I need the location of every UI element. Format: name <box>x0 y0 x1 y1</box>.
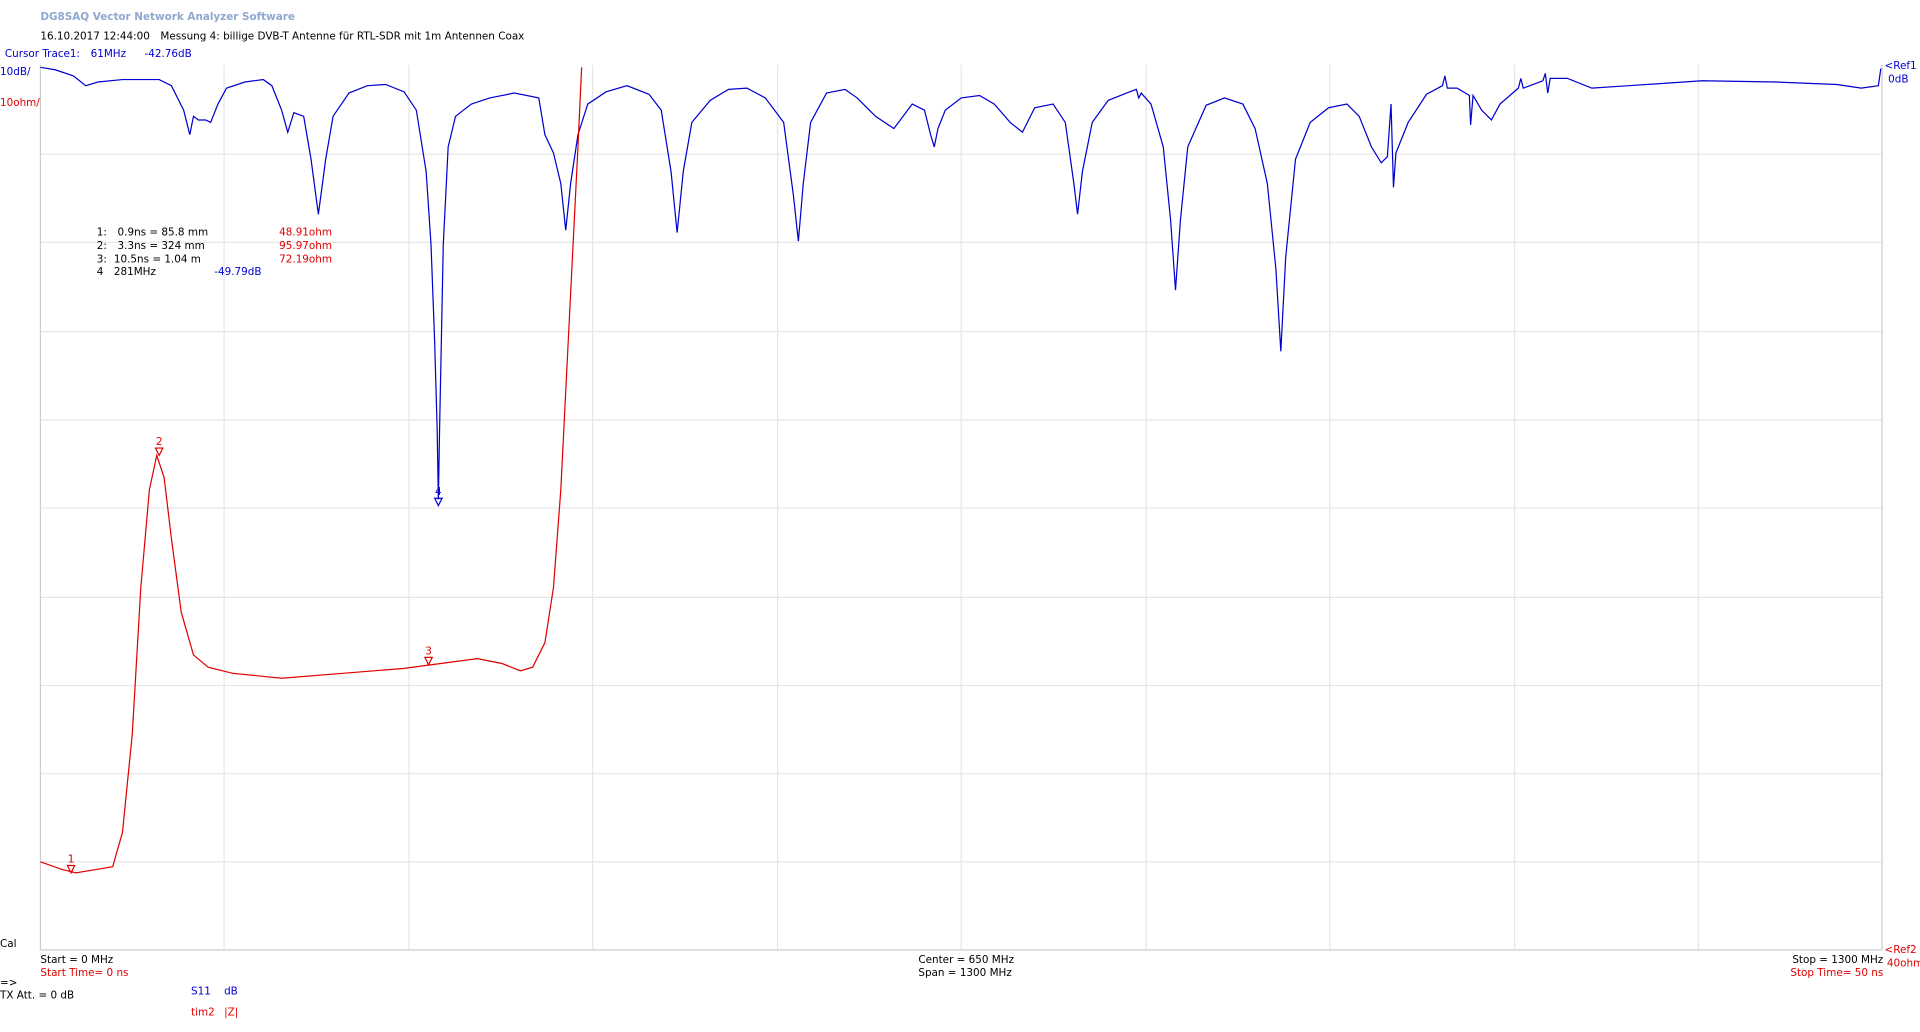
marker-value: -49.79dB <box>214 266 261 278</box>
marker-symbols <box>66 447 444 875</box>
marker-index: 4 <box>97 266 104 278</box>
start-time: Start Time= 0 ns <box>40 967 128 979</box>
cursor-level: -42.76dB <box>144 48 191 60</box>
ref1-value: 0dB <box>1888 74 1908 86</box>
stop-time: Stop Time= 50 ns <box>1790 967 1883 979</box>
measurement-title: Messung 4: billige DVB-T Antenne für RTL… <box>160 31 524 43</box>
trace2-format[interactable]: |Z| <box>224 1006 238 1018</box>
marker-index: 1: <box>97 227 107 239</box>
trace2 <box>40 67 583 874</box>
marker-value: 95.97ohm <box>279 240 332 252</box>
arrow-label: => <box>0 977 17 989</box>
grid <box>39 64 1883 951</box>
tx-attenuation: TX Att. = 0 dB <box>0 989 74 1001</box>
cursor-label: Cursor Trace1: <box>5 48 80 60</box>
trace1-parameter[interactable]: S11 <box>191 986 211 998</box>
span: Span = 1300 MHz <box>918 967 1011 979</box>
trace1 <box>40 66 1882 500</box>
cursor-frequency: 61MHz <box>91 48 126 60</box>
marker-position: 0.9ns = 85.8 mm <box>118 227 209 239</box>
marker-index: 3: <box>97 254 107 266</box>
marker-label: 2 <box>156 436 163 448</box>
trace2-scale: 10ohm/ <box>0 97 40 109</box>
start-frequency: Start = 0 MHz <box>40 954 113 966</box>
trace1-scale: 10dB/ <box>0 66 31 78</box>
center-frequency: Center = 650 MHz <box>918 954 1014 966</box>
trace2-parameter[interactable]: tim2 <box>191 1006 215 1018</box>
marker-index: 2: <box>97 240 107 252</box>
datetime: 16.10.2017 12:44:00 <box>40 31 149 43</box>
marker-label: 1 <box>68 853 75 865</box>
marker-label: 3 <box>425 645 432 657</box>
ref1-label: <Ref1 <box>1884 60 1916 72</box>
marker-position: 281MHz <box>114 266 156 278</box>
stop-frequency: Stop = 1300 MHz <box>1792 954 1883 966</box>
cal-label: Cal <box>0 938 17 950</box>
marker-position: 3.3ns = 324 mm <box>118 240 205 252</box>
ref2-label: <Ref2 <box>1884 944 1916 956</box>
marker-label: 4 <box>435 486 442 498</box>
ref2-value: 40ohm <box>1887 957 1920 969</box>
marker-position: 10.5ns = 1.04 m <box>114 254 201 266</box>
marker-value: 72.19ohm <box>279 254 332 266</box>
marker-value: 48.91ohm <box>279 227 332 239</box>
app-title: DG8SAQ Vector Network Analyzer Software <box>40 11 295 23</box>
trace1-format[interactable]: dB <box>224 986 238 998</box>
